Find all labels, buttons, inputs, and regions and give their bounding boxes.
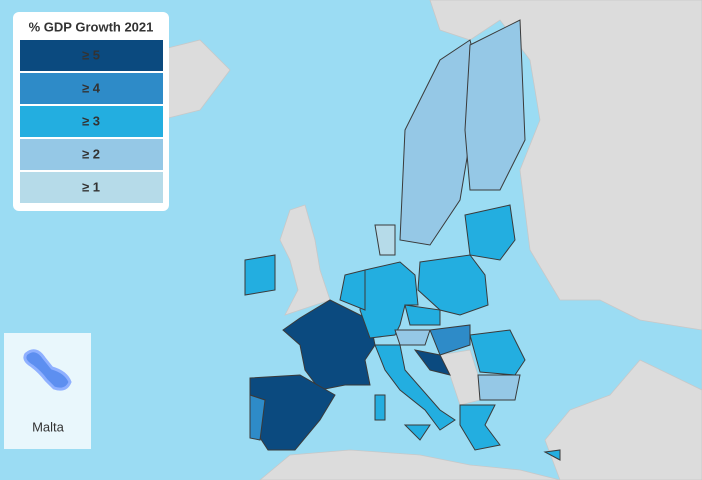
country	[374, 394, 386, 421]
country	[417, 254, 489, 316]
inset-box	[4, 333, 91, 449]
country	[429, 324, 471, 356]
country	[394, 329, 431, 346]
country	[459, 404, 501, 451]
inset-label: Malta	[32, 419, 65, 434]
country	[477, 374, 521, 401]
country	[359, 261, 419, 339]
country	[464, 204, 516, 261]
legend-swatch	[20, 106, 163, 137]
country	[374, 344, 456, 431]
legend-swatch	[20, 40, 163, 71]
land	[279, 204, 331, 316]
country	[404, 304, 441, 326]
legend-label: ≥ 1	[82, 179, 100, 194]
country	[403, 424, 431, 441]
legend-label: ≥ 5	[82, 47, 100, 62]
legend-label: ≥ 2	[82, 146, 100, 161]
legend-swatch	[20, 73, 163, 104]
country	[244, 254, 276, 296]
legend: % GDP Growth 2021 ≥ 5 ≥ 4 ≥ 3 ≥ 2 ≥ 1	[13, 12, 169, 211]
country	[543, 449, 561, 461]
country	[249, 394, 266, 441]
land	[259, 449, 561, 480]
inset: Malta	[4, 333, 91, 449]
country	[339, 269, 366, 311]
legend-label: ≥ 4	[82, 80, 101, 95]
country	[464, 19, 526, 191]
legend-label: ≥ 3	[82, 113, 100, 128]
legend-swatch	[20, 139, 163, 170]
legend-swatch	[20, 172, 163, 203]
malta-shape	[23, 349, 72, 391]
legend-title: % GDP Growth 2021	[29, 19, 154, 34]
country	[374, 224, 396, 256]
country	[469, 329, 526, 376]
country	[413, 349, 451, 376]
